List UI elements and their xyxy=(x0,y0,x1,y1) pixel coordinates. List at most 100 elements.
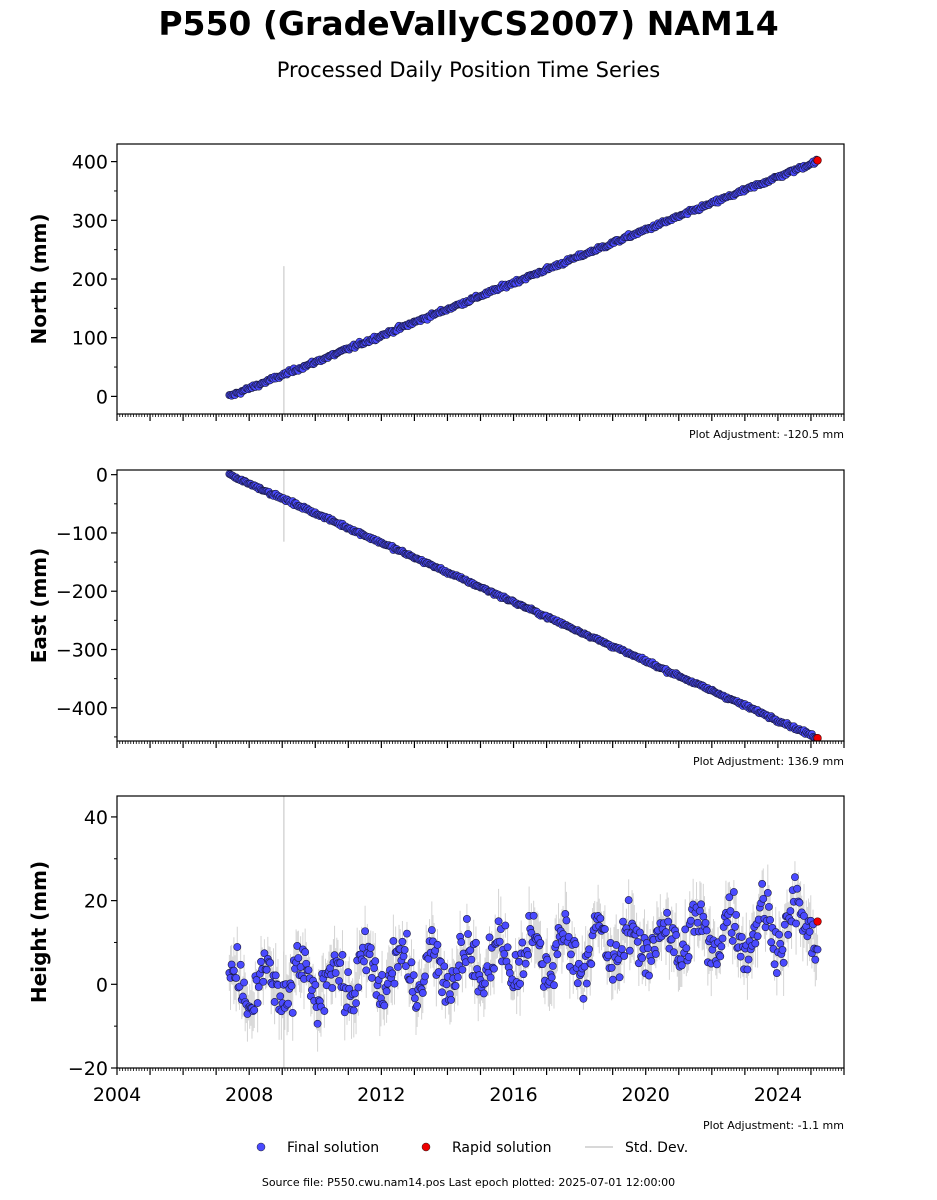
final-solution-point xyxy=(304,966,313,975)
final-solution-point xyxy=(701,918,710,927)
plot-adjustment-note: Plot Adjustment: -1.1 mm xyxy=(703,1119,844,1132)
final-solution-point xyxy=(753,932,762,941)
final-solution-point xyxy=(758,880,767,888)
y-tick-label: −400 xyxy=(56,698,108,720)
final-solution-point xyxy=(780,920,789,929)
final-solution-point xyxy=(562,916,571,925)
final-solution-point xyxy=(486,973,495,982)
final-solution-point xyxy=(260,949,269,958)
y-tick-label: 200 xyxy=(72,269,108,291)
final-solution-point xyxy=(712,960,721,969)
final-solution-point xyxy=(548,962,557,970)
final-solution-point xyxy=(254,983,263,991)
final-solution-point xyxy=(503,943,512,952)
final-solution-point xyxy=(524,950,532,959)
final-solution-point xyxy=(795,898,804,907)
final-solution-point xyxy=(793,884,802,893)
final-solution-point xyxy=(763,889,772,897)
final-solution-point xyxy=(320,1007,329,1015)
final-solution-point xyxy=(743,965,752,974)
final-solution-point xyxy=(521,959,530,968)
final-solution-point xyxy=(232,974,241,982)
final-solution-point xyxy=(288,1008,297,1017)
final-solution-point xyxy=(736,952,745,961)
legend-marker-final xyxy=(256,1142,266,1152)
final-solution-point xyxy=(495,937,504,946)
final-solution-point xyxy=(257,957,265,966)
final-solution-point xyxy=(638,954,647,963)
legend-label: Final solution xyxy=(287,1140,379,1156)
final-solution-point xyxy=(670,948,678,957)
y-tick-label: −20 xyxy=(68,1058,108,1080)
final-solution-point xyxy=(434,968,443,976)
y-tick-label: 0 xyxy=(96,465,108,487)
final-solution-point xyxy=(732,910,741,919)
final-solution-point xyxy=(229,966,238,975)
panel-2: 0 −100 −200 −300 −400 East (mm) Plot Adjustmen… xyxy=(27,465,845,768)
final-solution-point xyxy=(354,983,363,992)
legend-label: Std. Dev. xyxy=(625,1140,688,1156)
final-solution-point xyxy=(647,957,656,965)
final-solution-point xyxy=(294,954,303,962)
final-solution-point xyxy=(684,953,693,961)
final-solution-point xyxy=(440,962,449,971)
final-solution-point xyxy=(336,959,345,967)
final-solution-point xyxy=(770,960,779,969)
final-solution-point xyxy=(233,943,242,951)
final-solution-point xyxy=(800,912,808,920)
final-solution-point xyxy=(516,979,524,988)
final-solution-point xyxy=(766,916,774,924)
final-solution-point xyxy=(547,973,556,982)
final-solution-point xyxy=(663,908,672,917)
plot-area xyxy=(225,796,822,1068)
final-solution-point xyxy=(401,962,410,971)
final-solution-point xyxy=(693,918,702,927)
final-solution-point xyxy=(409,971,418,980)
final-solution-point xyxy=(624,896,633,904)
final-solution-point xyxy=(580,962,589,971)
final-solution-point xyxy=(729,888,738,896)
final-solution-point xyxy=(726,907,735,915)
final-solution-point xyxy=(779,958,788,967)
final-solution-point xyxy=(311,980,320,989)
rapid-solution-point xyxy=(813,156,822,165)
final-solution-point xyxy=(390,979,399,988)
final-solution-point xyxy=(607,963,616,972)
final-solution-point xyxy=(643,944,652,953)
final-solution-point xyxy=(361,927,369,936)
final-solution-point xyxy=(518,938,527,947)
final-solution-point xyxy=(686,916,695,925)
final-solution-point xyxy=(573,979,582,988)
final-solution-point xyxy=(472,938,480,947)
final-solution-point xyxy=(403,929,411,938)
final-solution-point xyxy=(561,910,570,918)
plot-adjustment-note: Plot Adjustment: -120.5 mm xyxy=(689,428,844,441)
x-tick-label: 2016 xyxy=(489,1084,537,1106)
final-solution-point xyxy=(287,982,296,990)
final-solution-point xyxy=(296,963,305,971)
y-tick-label: −200 xyxy=(56,581,108,603)
final-solution-point xyxy=(479,989,488,998)
y-axis-label: North (mm) xyxy=(27,213,51,344)
final-solution-point xyxy=(681,925,690,934)
final-solution-point xyxy=(410,994,419,1003)
final-solution-point xyxy=(723,918,731,927)
final-solution-point xyxy=(259,977,268,986)
final-solution-point xyxy=(625,946,634,955)
final-solution-point xyxy=(457,938,466,946)
y-tick-label: −300 xyxy=(56,640,108,662)
final-solution-point xyxy=(615,973,624,982)
y-tick-label: 0 xyxy=(96,974,108,996)
chart-subtitle: Processed Daily Position Time Series xyxy=(276,58,661,82)
final-solution-point xyxy=(759,894,768,903)
final-solution-point xyxy=(360,957,368,966)
final-solution-point xyxy=(382,987,391,996)
final-solution-point xyxy=(453,973,462,982)
source-footer: Source file: P550.cwu.nam14.pos Last epo… xyxy=(261,1176,676,1189)
final-solution-point xyxy=(501,921,510,930)
x-tick-label: 2012 xyxy=(357,1084,405,1106)
final-solution-point xyxy=(651,950,660,958)
final-solution-point xyxy=(253,999,262,1007)
y-tick-label: 40 xyxy=(84,807,108,829)
rapid-solution-point xyxy=(813,917,822,926)
